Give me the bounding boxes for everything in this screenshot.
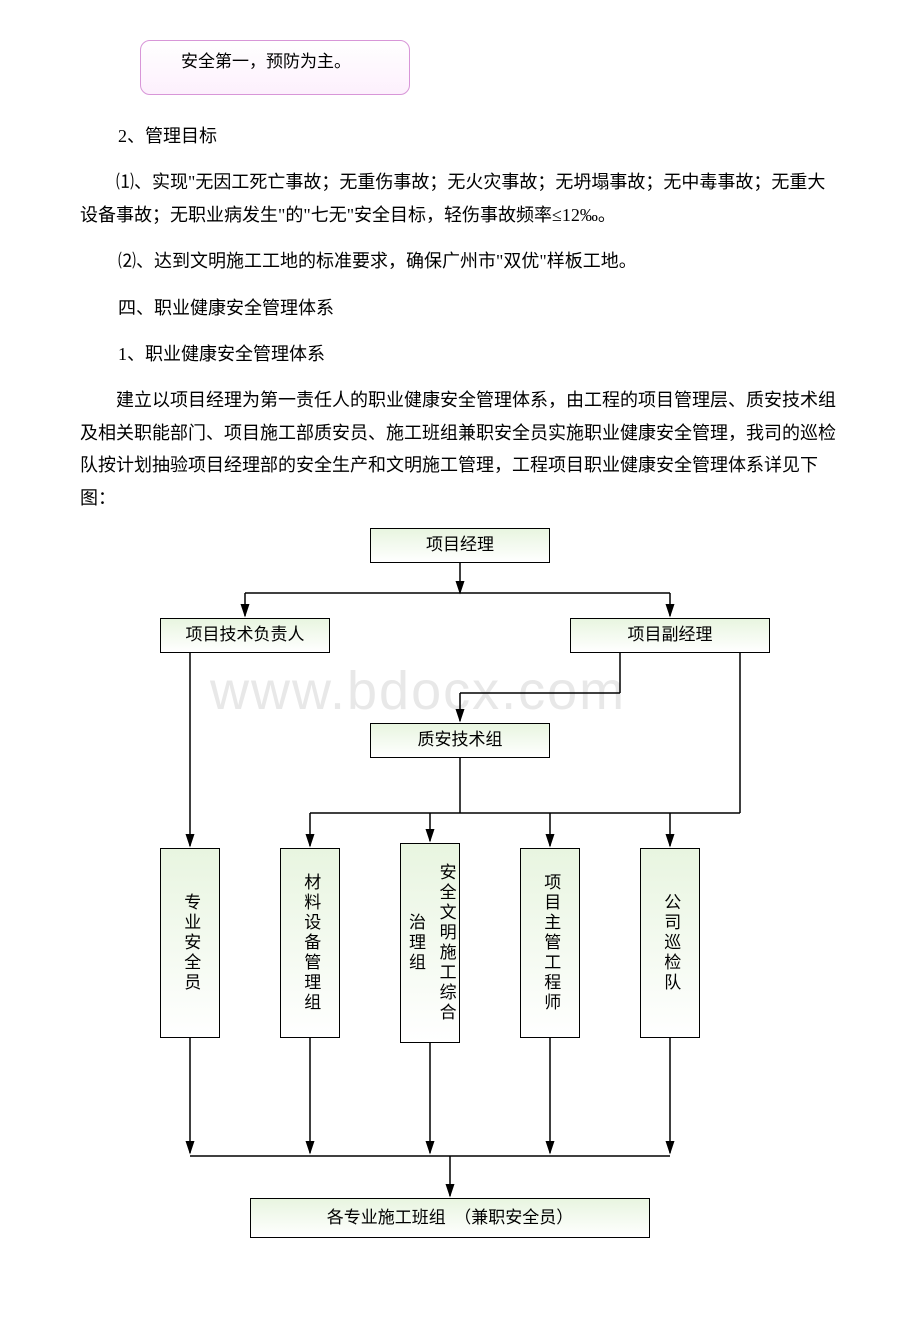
node-qa-group: 质安技术组: [370, 723, 550, 758]
node-label: 项目技术负责人: [186, 620, 305, 651]
section-4-title: 四、职业健康安全管理体系: [118, 292, 860, 324]
node-label: 项目副经理: [628, 620, 713, 651]
node-label: 项目经理: [426, 530, 494, 561]
node-label: 专业安全员: [175, 893, 206, 993]
callout-box: 安全第一，预防为主。: [140, 40, 410, 95]
node-construction-teams: 各专业施工班组 （兼职安全员）: [250, 1198, 650, 1238]
node-project-engineer: 项目主管工程师: [520, 848, 580, 1038]
section-2-title: 2、管理目标: [118, 120, 860, 152]
node-safety-civilized: 安全文明施工综合治理组: [400, 843, 460, 1043]
node-label: 安全文明施工综合治理组: [399, 859, 460, 1027]
node-inspection-team: 公司巡检队: [640, 848, 700, 1038]
node-project-manager: 项目经理: [370, 528, 550, 563]
node-label: 材料设备管理组: [295, 873, 326, 1013]
section-2-item-1: ⑴、实现"无因工死亡事故；无重伤事故；无火灾事故；无坍塌事故；无中毒事故；无重大…: [80, 166, 840, 231]
node-safety-specialist: 专业安全员: [160, 848, 220, 1038]
callout-text: 安全第一，预防为主。: [181, 47, 351, 78]
node-tech-lead: 项目技术负责人: [160, 618, 330, 653]
node-label: 各专业施工班组 （兼职安全员）: [327, 1203, 574, 1234]
node-material-equipment: 材料设备管理组: [280, 848, 340, 1038]
org-flowchart: www.bdocx.com: [60, 528, 860, 1278]
node-label: 公司巡检队: [655, 893, 686, 993]
section-4-paragraph: 建立以项目经理为第一责任人的职业健康安全管理体系，由工程的项目管理层、质安技术组…: [80, 384, 840, 514]
node-deputy-manager: 项目副经理: [570, 618, 770, 653]
node-label: 项目主管工程师: [535, 873, 566, 1013]
node-label: 质安技术组: [418, 725, 503, 756]
section-2-item-2: ⑵、达到文明施工工地的标准要求，确保广州市"双优"样板工地。: [118, 245, 860, 277]
section-4-sub-1: 1、职业健康安全管理体系: [118, 338, 860, 370]
